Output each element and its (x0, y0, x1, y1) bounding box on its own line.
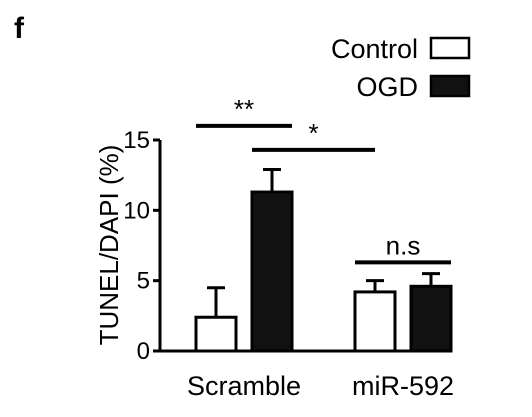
x-tick-label: Scramble (187, 371, 301, 401)
bars (194, 168, 453, 353)
x-tick-label: miR-592 (352, 371, 454, 401)
panel-label: f (14, 12, 25, 45)
y-tick-label: 15 (123, 127, 150, 154)
legend-swatch (429, 36, 471, 60)
significance-label: * (308, 118, 318, 148)
bar (353, 290, 397, 353)
legend-label: Control (331, 34, 418, 64)
significance-label: ** (234, 94, 254, 124)
bar (194, 315, 238, 353)
y-tick-label: 0 (137, 338, 150, 365)
y-tick-label: 10 (123, 197, 150, 224)
legend: Control OGD (331, 34, 471, 102)
y-axis-label: TUNEL/DAPI (%) (94, 145, 124, 346)
y-tick-label: 5 (137, 268, 150, 295)
bar (250, 190, 294, 353)
bar (409, 284, 453, 353)
legend-swatch (429, 74, 471, 98)
significance-label: n.s (386, 230, 421, 260)
legend-label: OGD (356, 72, 418, 102)
axes: 0 5 10 15 Scramble miR-592 (123, 127, 454, 401)
significance-annotations: ***n.s (196, 94, 451, 265)
